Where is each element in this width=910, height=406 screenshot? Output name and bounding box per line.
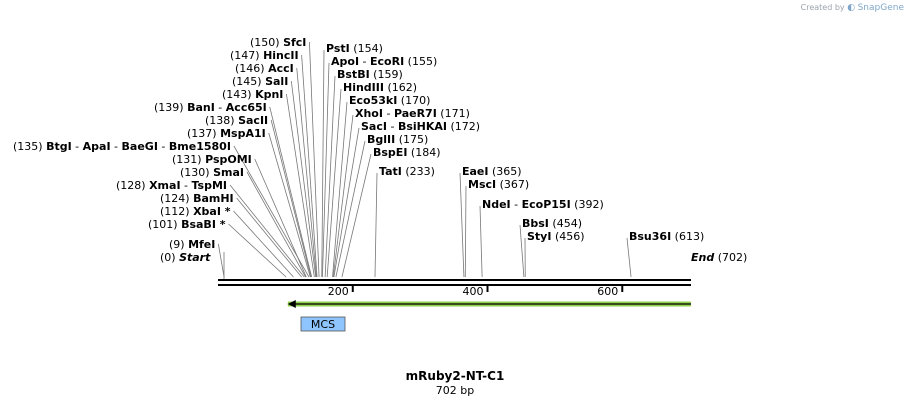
site-leader [626, 237, 632, 278]
watermark-brand: SnapGene [857, 3, 904, 13]
site-label-bsabi: (101) BsaBI * [148, 218, 226, 231]
watermark-prefix: Created by [800, 3, 845, 12]
site-label-kpni: (143) KpnI [222, 88, 283, 101]
site-label-acci: (146) AccI [235, 62, 294, 75]
site-label-styi: StyI (456) [527, 230, 585, 243]
site-leader [324, 75, 336, 278]
site-label-bamhi: (124) BamHI [160, 192, 234, 205]
site-leader [217, 243, 225, 278]
site-leader [374, 172, 378, 278]
tick-label: 400 [463, 285, 484, 298]
snapgene-watermark: Created by ◐ SnapGene [801, 3, 904, 13]
site-labels: (150) SfcI(147) HincII(146) AccI(145) Sa… [13, 36, 747, 264]
site-leader [519, 224, 525, 278]
snapgene-logo-icon: ◐ [847, 3, 856, 13]
map-length: 702 bp [435, 384, 475, 397]
site-label-msci: MscI (367) [468, 178, 529, 191]
site-label-bbsi: BbsI (454) [522, 217, 582, 230]
site-leader [321, 49, 325, 278]
site-leaders [217, 41, 632, 279]
start-label: (0) Start [160, 251, 211, 264]
site-leader [236, 197, 302, 278]
site-label-xmai: (128) XmaI - TspMI [116, 179, 227, 192]
site-leader [459, 172, 465, 278]
site-label-bspei: BspEI (184) [373, 146, 441, 159]
site-label-apoi: ApoI - EcoRI (155) [331, 55, 437, 68]
site-label-tati: TatI (233) [379, 165, 435, 178]
site-leader [332, 114, 354, 278]
site-label-sali: (145) SalI [232, 75, 288, 88]
site-leader [335, 140, 366, 278]
mcs-feature-label: MCS [311, 318, 335, 331]
end-label: End (702) [691, 251, 747, 264]
axis-ticks: 200 400 600 [328, 285, 624, 298]
site-label-eco53ki: Eco53kI (170) [349, 94, 430, 107]
site-leader [233, 210, 294, 278]
site-label-hincii: (147) HincII [230, 49, 299, 62]
features-layer: MCS [287, 300, 691, 332]
tick-label: 600 [597, 285, 618, 298]
site-leader [322, 62, 330, 278]
site-leader [254, 158, 307, 278]
site-leader [296, 67, 317, 278]
site-leader [326, 88, 342, 278]
tick-label: 200 [328, 285, 349, 298]
site-leader [290, 80, 317, 278]
site-label-bglii: BglII (175) [367, 133, 428, 146]
site-label-ndei: NdeI - EcoP15I (392) [482, 198, 604, 211]
site-label-bstbi: BstBI (159) [337, 68, 403, 81]
site-label-btgi: (135) BtgI - ApaI - BaeGI - Bme1580I [13, 140, 231, 153]
site-label-xbai: (112) XbaI * [160, 205, 231, 218]
site-label-bsu36i: Bsu36I (613) [629, 230, 704, 243]
site-label-bani: (139) BanI - Acc65I [154, 101, 267, 114]
site-leader [333, 127, 360, 278]
site-leader [246, 171, 306, 278]
site-label-smai: (130) SmaI [180, 166, 244, 179]
orf-arrow-head-icon [287, 300, 296, 308]
site-label-saci: SacI - BsiHKAI (172) [361, 120, 480, 133]
site-label-mfei: (9) MfeI [169, 238, 215, 251]
site-label-hindiii: HindIII (162) [343, 81, 417, 94]
site-leader [286, 93, 315, 278]
map-title: mRuby2-NT-C1 [405, 369, 505, 383]
mcs-feature-box [300, 316, 346, 332]
sequence-backbone [218, 279, 691, 286]
site-leader [479, 205, 483, 278]
site-leader [301, 54, 318, 278]
site-leader [341, 153, 372, 278]
site-label-sfci: (150) SfcI [250, 36, 306, 49]
site-label-mspa1i: (137) MspA1I [187, 127, 266, 140]
site-leader [229, 184, 305, 278]
site-label-pspomi: (131) PspOMI [172, 153, 252, 166]
site-leader [464, 185, 467, 278]
site-label-xhoi: XhoI - PaeR7I (171) [355, 107, 470, 120]
site-leader [268, 132, 311, 278]
site-label-psti: PstI (154) [326, 42, 383, 55]
site-label-eaei: EaeI (365) [462, 165, 522, 178]
site-leader [309, 41, 320, 278]
site-leader [228, 223, 287, 278]
site-leader [270, 119, 312, 278]
site-leader [269, 106, 313, 278]
site-leader [332, 101, 348, 278]
site-label-sacii: (138) SacII [205, 114, 268, 127]
